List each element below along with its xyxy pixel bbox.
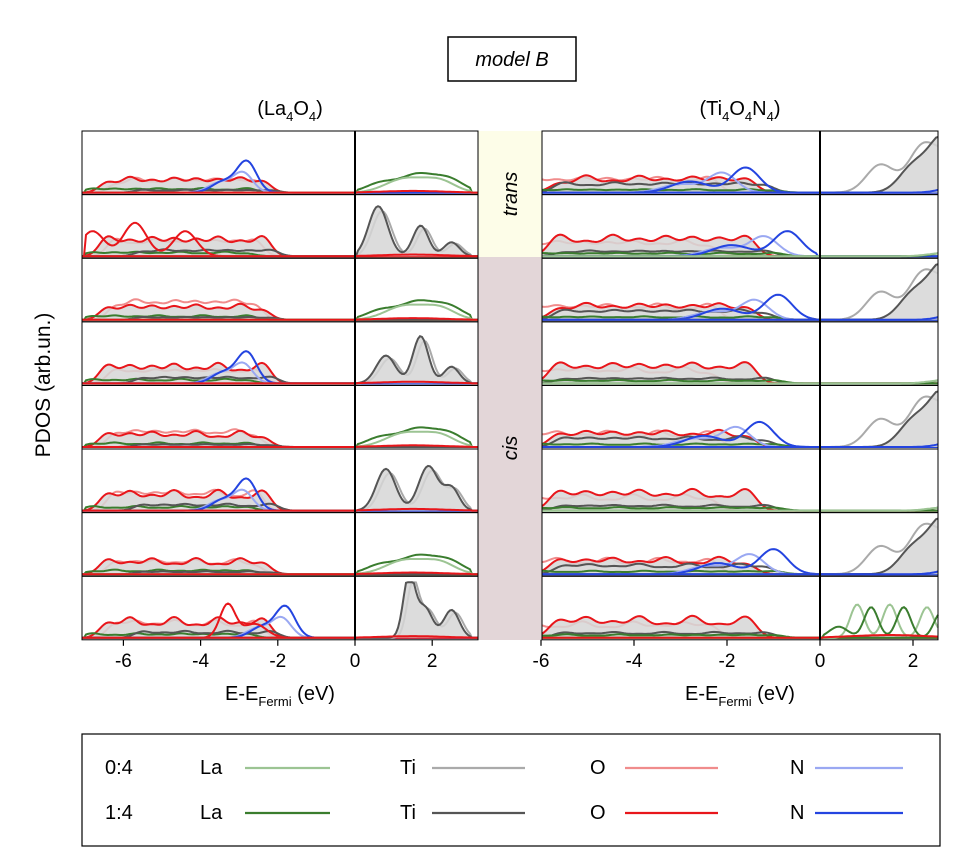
pdos-curve [82,253,478,258]
pdos-curve [82,635,478,639]
pdos-row [81,384,479,450]
band-labels: trans cis [478,131,542,640]
pdos-row [541,321,939,386]
x-tick-label: 0 [815,651,826,672]
pdos-row [541,512,939,577]
legend-element-label: O [590,757,606,779]
legend-element-label: N [790,802,804,824]
pdos-fill [542,615,938,638]
pdos-curve [542,506,939,512]
pdos-row [81,575,479,641]
trans-label: trans [500,172,522,216]
pdos-row [541,384,939,450]
pdos-fill [82,430,478,447]
legend-row-label: 1:4 [105,802,133,824]
pdos-row [541,575,939,641]
pdos-curve [82,444,478,448]
right-pdos-panel: -6 -4 -2 0 2 [533,130,939,672]
pdos-curve [82,380,478,385]
pdos-fill [82,206,478,257]
left-pdos-panel: -6 -4 -2 0 2 [81,130,479,672]
pdos-row [81,512,479,577]
pdos-curve [542,379,939,385]
legend-element-label: La [200,757,223,779]
pdos-row [81,130,479,196]
legend-row-label: 0:4 [105,757,133,779]
pdos-fill [82,336,478,384]
pdos-curve [542,633,938,639]
pdos-fill [542,137,938,193]
pdos-fill [542,264,938,320]
right-x-axis-label: E-EFermi (eV) [685,683,795,709]
model-label-box [447,36,577,82]
pdos-fill [82,582,478,638]
pdos-fill [542,518,938,575]
pdos-panels: -6 -4 -2 0 2 -6 -4 -2 0 2 [81,130,939,672]
pdos-row-frame [541,575,939,641]
cis-band [478,257,542,640]
legend-element-label: N [790,757,804,779]
x-tick-label: -6 [533,651,550,672]
x-tick-label: 0 [350,651,361,672]
pdos-row [81,448,479,514]
model-label: model B [475,49,548,71]
legend-element-label: La [200,802,223,824]
y-axis-label: PDOS (arb.un.) [32,313,55,458]
pdos-curve [82,507,478,512]
x-tick-label: -4 [626,651,643,672]
pdos-curve [542,316,939,321]
pdos-curve [82,189,478,194]
legend-element-label: Ti [400,757,416,779]
pdos-curve [82,571,478,576]
left-panel-title: (La4O4) [257,98,323,124]
x-tick-label: -6 [115,651,132,672]
pdos-curve [542,188,939,194]
pdos-curve [542,252,939,258]
legend-element-label: Ti [400,802,416,824]
x-tick-label: -4 [192,651,209,672]
cis-label: cis [500,436,522,460]
pdos-curve [542,634,939,639]
pdos-row [541,257,939,323]
pdos-row [81,257,479,323]
x-tick-label: 2 [908,651,919,672]
pdos-fill [82,465,478,511]
pdos-row [81,321,479,386]
right-panel-title: (Ti4O4N4) [700,98,781,124]
pdos-row [541,194,939,259]
pdos-curve [542,443,939,448]
pdos-row [541,130,939,196]
x-tick-label: -2 [269,651,286,672]
x-tick-label: 2 [427,651,438,672]
left-x-axis-label: E-EFermi (eV) [225,683,335,709]
legend-element-label: O [590,802,606,824]
trans-band [478,131,542,257]
pdos-row-frame [81,575,479,641]
legend-box [81,733,941,847]
pdos-curve [542,570,939,576]
legend-items: La Ti O N La Ti O N [200,757,903,824]
pdos-row [541,448,939,514]
x-tick-label: -2 [719,651,736,672]
pdos-row [81,194,479,259]
pdos-curve [82,317,478,321]
pdos-fill [542,391,938,447]
